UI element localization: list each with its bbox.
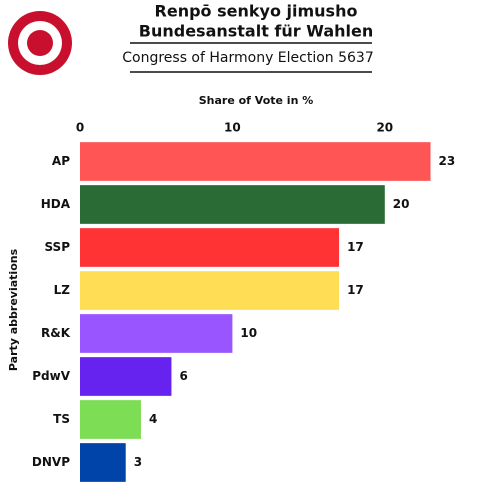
y-tick-label: R&K [41, 326, 71, 340]
y-tick-label: HDA [41, 197, 71, 211]
y-tick-label: DNVP [32, 455, 70, 469]
x-axis-title: Share of Vote in % [199, 94, 314, 107]
y-tick-label: AP [52, 154, 70, 168]
y-axis-title: Party abbreviations [7, 248, 20, 371]
title-line: Renpō senkyo jimusho [155, 2, 358, 21]
y-tick-label: TS [53, 412, 70, 426]
x-tick-label: 10 [224, 121, 241, 135]
bar [80, 142, 431, 181]
value-label: 4 [149, 412, 157, 426]
value-label: 10 [240, 326, 257, 340]
value-label: 3 [134, 455, 142, 469]
value-label: 20 [393, 197, 410, 211]
bar [80, 271, 340, 310]
bar [80, 400, 141, 439]
value-label: 6 [179, 369, 187, 383]
value-label: 17 [347, 283, 364, 297]
y-tick-label: LZ [54, 283, 71, 297]
bar [80, 228, 340, 267]
value-label: 17 [347, 240, 364, 254]
bar [80, 357, 172, 396]
subtitle: Congress of Harmony Election 5637 [122, 50, 374, 66]
value-label: 23 [439, 154, 456, 168]
bar [80, 443, 126, 482]
y-tick-label: PdwV [32, 369, 70, 383]
x-tick-label: 20 [376, 121, 393, 135]
bar [80, 314, 233, 353]
x-tick-label: 0 [76, 121, 84, 135]
y-tick-label: SSP [44, 240, 70, 254]
bar [80, 185, 385, 224]
logo [8, 11, 72, 75]
title-line: Bundesanstalt für Wahlen [139, 22, 373, 41]
